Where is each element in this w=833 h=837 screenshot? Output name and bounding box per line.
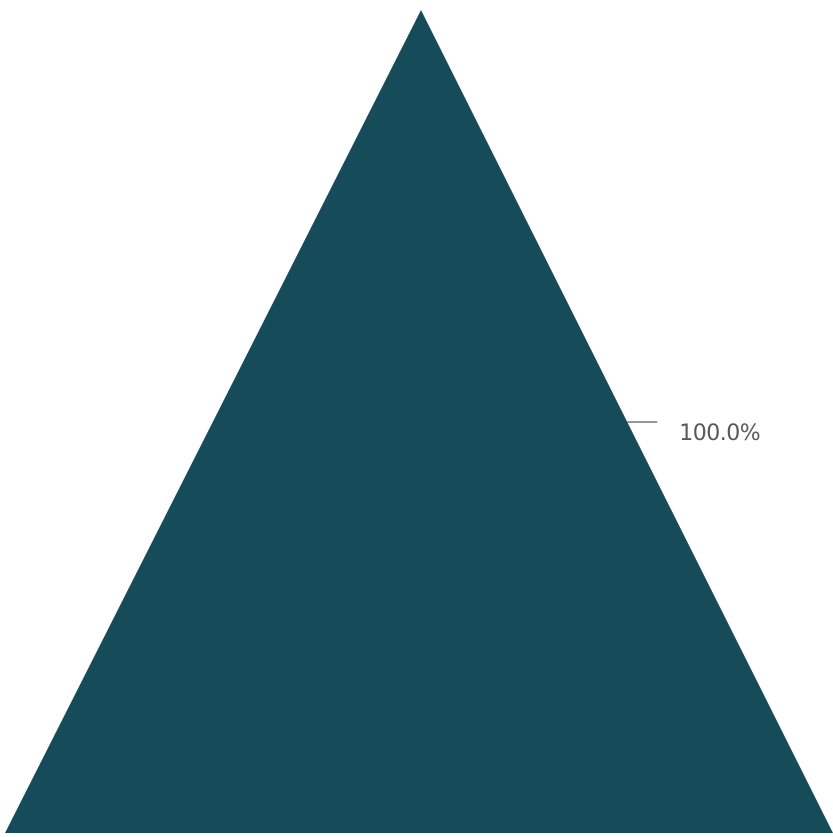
pyramid-segment-0 [5, 10, 833, 833]
data-label-0: 100.0% [679, 421, 760, 446]
